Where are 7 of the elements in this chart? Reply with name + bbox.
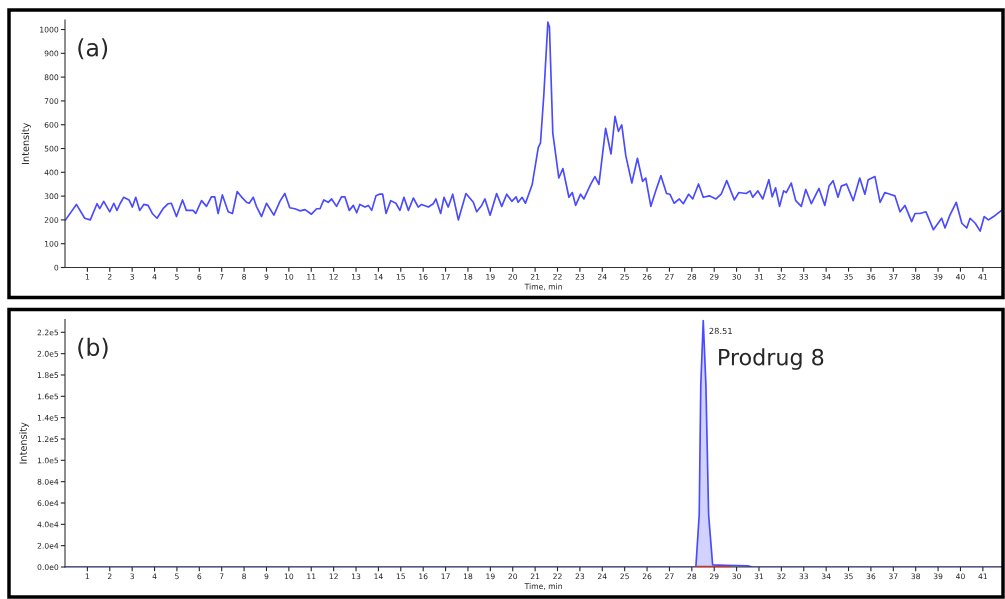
annotation: 28.51: [709, 327, 732, 335]
y-axis-title: Intensity: [19, 422, 29, 464]
y-axis-title: Intensity: [21, 122, 31, 164]
annotation: (a): [78, 38, 108, 60]
annotation: Prodrug 8: [719, 348, 824, 370]
line-series: [65, 21, 1003, 232]
annotation: (b): [78, 337, 108, 359]
